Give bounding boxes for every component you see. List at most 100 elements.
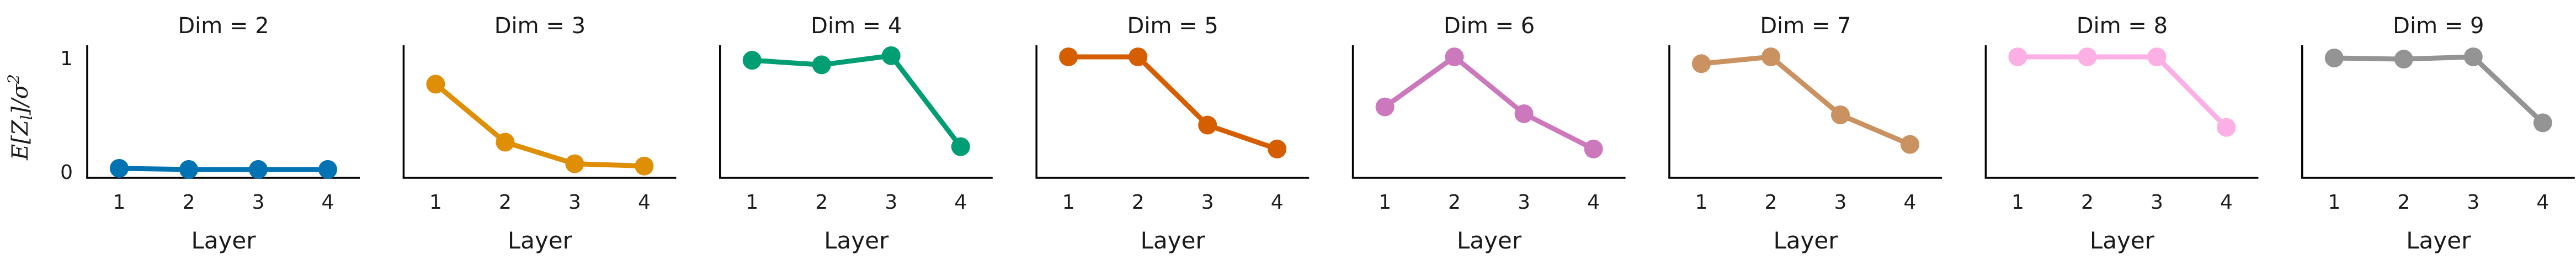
panel-title: Dim = 6 <box>1444 13 1535 39</box>
x-tick-label: 4 <box>1271 191 1284 214</box>
panel-title: Dim = 4 <box>811 13 902 39</box>
data-point <box>2463 47 2483 66</box>
x-tick-label: 4 <box>2220 191 2233 214</box>
data-point <box>1761 47 1780 66</box>
data-point <box>2217 118 2236 137</box>
panel-dim-5: Dim = 5 1 2 3 4 Layer <box>1035 13 1310 254</box>
series-line <box>1699 54 1913 147</box>
x-axis-label: Layer <box>2406 227 2471 254</box>
panel-dim-2: Dim = 2 0 1 1 2 3 4 Layer <box>60 13 360 254</box>
panel-dim-8: Dim = 8 1 2 3 4 Layer <box>1984 13 2259 254</box>
x-tick-label: 3 <box>2151 191 2163 214</box>
x-axis-label: Layer <box>2090 227 2155 254</box>
x-tick-label: 1 <box>1379 191 1391 214</box>
x-tick-label: 4 <box>1904 191 1917 214</box>
series-line <box>1066 54 1280 152</box>
series-line <box>116 166 331 172</box>
x-axis-label: Layer <box>1457 227 1522 254</box>
x-tick-label: 4 <box>954 191 967 214</box>
x-tick-label: 2 <box>1765 191 1777 214</box>
x-axis-label: Layer <box>1141 227 1206 254</box>
x-tick-label: 3 <box>568 191 581 214</box>
x-tick-label: 1 <box>746 191 758 214</box>
y-tick-label: 1 <box>60 47 73 70</box>
x-tick-label: 2 <box>2397 191 2410 214</box>
data-point <box>1445 47 1464 66</box>
panel-dim-4: Dim = 4 1 2 3 4 Layer <box>719 13 993 254</box>
panel-title: Dim = 2 <box>178 13 269 39</box>
data-point <box>1268 139 1287 158</box>
data-point <box>2147 47 2167 66</box>
x-tick-label: 4 <box>638 191 651 214</box>
x-tick-label: 3 <box>1518 191 1530 214</box>
data-point <box>1584 139 1603 158</box>
series-line <box>433 81 647 169</box>
x-tick-label: 2 <box>1448 191 1461 214</box>
y-axis-label-text: E[Zl]/σ2 <box>4 74 36 161</box>
panel-title: Dim = 5 <box>1127 13 1218 39</box>
x-axis-label: Layer <box>191 227 256 254</box>
x-tick-label: 1 <box>429 191 442 214</box>
x-tick-label: 2 <box>815 191 828 214</box>
data-point <box>565 154 584 173</box>
y-label-subscript: l <box>18 115 36 120</box>
x-tick-label: 3 <box>2467 191 2479 214</box>
panel-title: Dim = 8 <box>2077 13 2168 39</box>
data-point <box>951 137 970 156</box>
data-point <box>1059 47 1078 66</box>
x-tick-label: 2 <box>1132 191 1145 214</box>
x-tick-label: 2 <box>499 191 512 214</box>
panel-dim-7: Dim = 7 1 2 3 4 Layer <box>1668 13 1942 254</box>
data-point <box>2078 47 2097 66</box>
x-tick-label: 1 <box>1062 191 1075 214</box>
series-line <box>2015 54 2229 130</box>
x-tick-label: 2 <box>2081 191 2094 214</box>
data-point <box>2008 47 2027 66</box>
data-point <box>1129 47 1148 66</box>
data-point <box>249 160 268 179</box>
data-point <box>1198 115 1217 135</box>
data-point <box>426 75 445 94</box>
data-point <box>2324 49 2344 67</box>
data-point <box>318 160 337 179</box>
panel-dim-6: Dim = 6 1 2 3 4 Layer <box>1351 13 1626 254</box>
y-axis-label: E[Zl]/σ2 <box>4 74 36 161</box>
y-tick-label: 0 <box>60 161 73 184</box>
data-point <box>742 51 762 70</box>
series-line <box>2332 54 2546 125</box>
data-point <box>1692 54 1711 73</box>
x-tick-label: 3 <box>1201 191 1214 214</box>
x-tick-label: 1 <box>2328 191 2340 214</box>
x-tick-label: 3 <box>885 191 897 214</box>
x-tick-label: 1 <box>2011 191 2024 214</box>
data-point <box>2394 50 2413 69</box>
data-point <box>1514 104 1534 123</box>
x-tick-label: 1 <box>113 191 126 214</box>
series-line <box>749 53 964 150</box>
data-point <box>110 158 129 178</box>
data-point <box>635 156 654 176</box>
y-label-middle: ]/σ <box>8 83 33 115</box>
data-point <box>812 55 831 75</box>
x-tick-label: 4 <box>2536 191 2549 214</box>
panel-title: Dim = 9 <box>2393 13 2484 39</box>
x-axis-label: Layer <box>824 227 889 254</box>
panel-dim-3: Dim = 3 1 2 3 4 Layer <box>402 13 677 254</box>
x-tick-label: 4 <box>322 191 334 214</box>
data-point <box>1375 97 1395 117</box>
x-axis-label: Layer <box>508 227 573 254</box>
series-line <box>1382 54 1596 152</box>
data-point <box>2533 113 2552 133</box>
panel-dim-9: Dim = 9 1 2 3 4 Layer <box>2301 13 2575 254</box>
data-point <box>1831 105 1850 124</box>
data-point <box>179 160 198 179</box>
x-tick-label: 3 <box>1834 191 1847 214</box>
y-label-main: E[Z <box>8 119 33 161</box>
y-label-superscript: 2 <box>4 74 23 84</box>
data-point <box>881 46 901 65</box>
x-tick-label: 1 <box>1695 191 1708 214</box>
x-tick-label: 2 <box>183 191 195 214</box>
data-point <box>1901 135 1919 154</box>
